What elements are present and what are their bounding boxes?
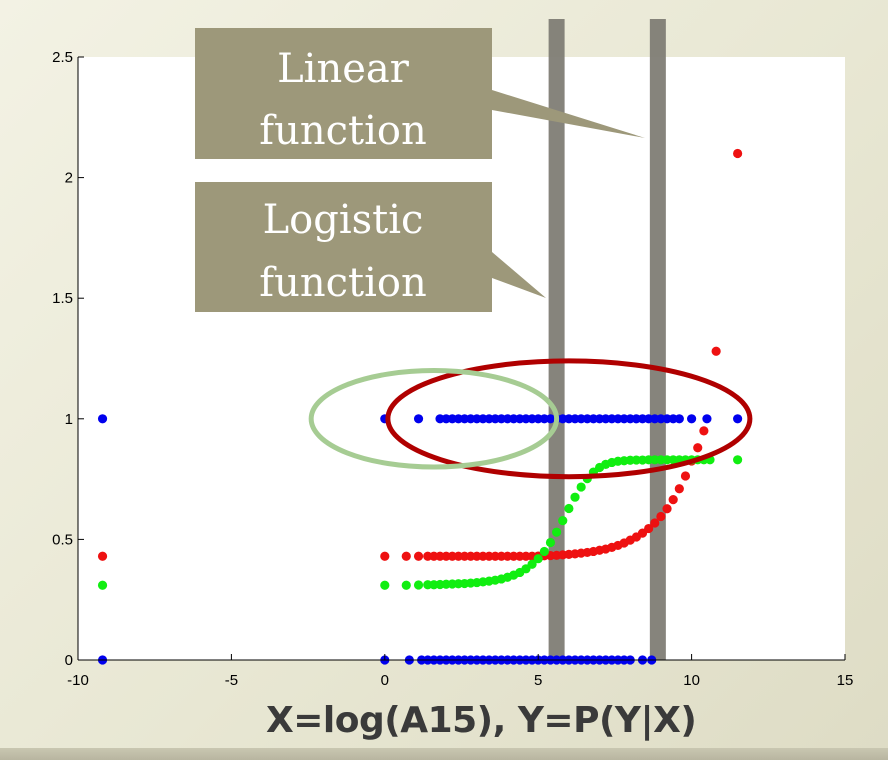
point-red: [674, 484, 684, 494]
point-red: [97, 551, 108, 561]
x-tick-label: 0: [381, 672, 389, 689]
threshold-bar-2: [649, 19, 666, 660]
threshold-lines: [548, 19, 666, 660]
y-tick-label: 2.5: [52, 49, 73, 66]
callout-linear-line-2: function: [259, 108, 426, 154]
point-red: [413, 551, 424, 561]
point-blue: [687, 414, 697, 424]
point-green: [545, 537, 556, 548]
x-tick-label: -10: [67, 672, 89, 689]
point-blue: [674, 414, 684, 424]
point-red: [668, 495, 678, 505]
green-ellipse: [308, 368, 560, 470]
y-tick-label: 0.5: [52, 531, 73, 548]
point-green: [413, 580, 424, 590]
point-blue: [702, 414, 712, 424]
callout-logistic-box: [195, 182, 546, 312]
point-red: [680, 471, 691, 481]
threshold-bar-1: [548, 19, 565, 660]
y-tick-label: 1.5: [52, 290, 73, 307]
point-red: [699, 426, 709, 436]
point-red: [693, 443, 703, 453]
axes: 0 0.5 1 1.5 2 2.5 -10 -5 0 5 10 15: [52, 49, 853, 689]
x-tick-label: 5: [534, 672, 542, 689]
point-red: [644, 523, 654, 534]
y-tick-label: 1: [65, 411, 73, 428]
x-tick-label: -5: [225, 672, 238, 689]
point-green: [527, 559, 537, 569]
point-green: [539, 546, 549, 557]
y-tick-label: 0: [65, 652, 73, 669]
chart-caption: X=log(A15), Y=P(Y|X): [266, 700, 697, 741]
callout-linear-box: [195, 28, 645, 159]
point-green: [380, 580, 390, 590]
callout-logistic-line-2: function: [259, 260, 426, 306]
callout-logistic-function: Logistic function: [195, 182, 546, 312]
point-red: [662, 504, 672, 514]
callout-linear-function: Linear function: [195, 28, 645, 159]
point-red: [650, 518, 660, 528]
callout-linear-line-1: Linear: [277, 46, 410, 92]
series-red: [97, 148, 743, 561]
point-red: [711, 346, 721, 356]
point-blue: [97, 414, 108, 424]
red-ellipse: [385, 358, 753, 480]
point-green: [97, 580, 108, 590]
point-green: [564, 503, 574, 514]
point-green: [558, 515, 568, 526]
callouts: Linear function Logistic function: [195, 28, 645, 312]
point-red: [401, 551, 411, 561]
callout-logistic-line-1: Logistic: [263, 197, 424, 243]
point-red: [656, 511, 666, 522]
point-green: [552, 527, 562, 537]
point-blue: [413, 414, 424, 424]
point-green: [533, 554, 543, 564]
point-red: [733, 148, 743, 159]
point-green: [401, 580, 411, 590]
y-tick-label: 2: [65, 170, 73, 187]
bottom-divider: [0, 748, 888, 760]
point-green: [570, 492, 580, 502]
point-green: [733, 455, 743, 465]
point-green: [576, 482, 586, 492]
series-green: [97, 455, 743, 590]
point-red: [380, 551, 390, 561]
x-tick-label: 15: [837, 672, 854, 689]
x-tick-label: 10: [683, 672, 700, 689]
point-blue: [733, 414, 743, 424]
annotation-ellipses: [308, 358, 753, 480]
